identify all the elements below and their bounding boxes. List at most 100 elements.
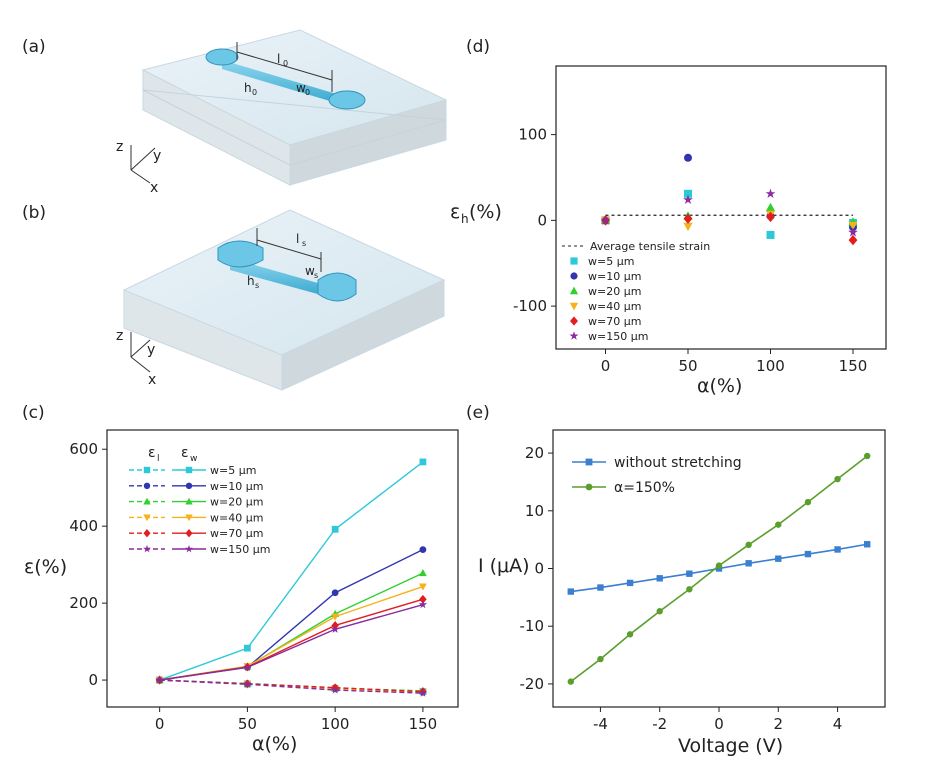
- eps-l-line: [159, 679, 423, 693]
- ylabel-d: ε: [450, 201, 460, 223]
- legend-d: Average tensile strain w=5 μm w=10 μm w=20 …: [562, 240, 710, 343]
- eps-w-point: [155, 675, 164, 684]
- legend-marker: [585, 458, 593, 466]
- pad-left-b: [217, 240, 264, 268]
- x-tick-label: 0: [601, 357, 611, 375]
- legend-marker: [185, 529, 193, 538]
- eps-l-point: [243, 679, 252, 688]
- x-tick-label: 50: [238, 715, 257, 733]
- legend-marker: [185, 497, 193, 505]
- legend-marker: [570, 316, 578, 326]
- data-point: [775, 521, 782, 528]
- ylabel-c: ε(%): [24, 556, 67, 578]
- legend-header-eps-w: ε: [181, 445, 189, 461]
- data-point: [684, 153, 692, 162]
- pad-right-a: [328, 90, 366, 110]
- legend-marker: [185, 544, 193, 553]
- data-point: [686, 570, 693, 577]
- eps-w-point: [331, 589, 339, 597]
- y-tick-label: 0: [88, 671, 98, 689]
- legend-c: ε l ε ww=5 μmw=10 μmw=20 μmw=40 μmw=70 μmw=…: [129, 445, 270, 556]
- data-point: [745, 560, 752, 567]
- eps-w-point: [418, 583, 427, 591]
- pad-right-b: [317, 272, 357, 302]
- y-tick-label: 400: [69, 517, 98, 535]
- dim-h-sub-b: s: [255, 281, 259, 290]
- legend-label: w=10 μm: [588, 270, 641, 283]
- legend-label: w=20 μm: [588, 285, 641, 298]
- substrate-side: [281, 279, 445, 391]
- ticks-d: 0 50 100 150 100 0 -100: [513, 126, 867, 375]
- dim-l-a: l: [277, 52, 280, 66]
- x-tick-label: 150: [409, 715, 438, 733]
- dim-w-sub-a: 0: [305, 88, 310, 97]
- legend-marker: [143, 482, 151, 489]
- x-tick-label: 0: [714, 715, 724, 733]
- plot-frame-d: [555, 65, 887, 350]
- panel-label-c: (c): [22, 403, 45, 423]
- legend-label: w=5 μm: [210, 464, 256, 477]
- legend-label: w=150 μm: [588, 330, 648, 343]
- ylabel-suffix-d: (%): [469, 201, 502, 223]
- legend-marker: [185, 482, 193, 489]
- legend-label: w=20 μm: [210, 496, 263, 509]
- data-point: [626, 579, 634, 587]
- legend-marker: [569, 286, 579, 295]
- y-tick-label: 100: [518, 126, 547, 144]
- data-point: [686, 586, 693, 593]
- xlabel-c: α(%): [252, 733, 297, 755]
- x-tick-label: 4: [833, 715, 843, 733]
- x-tick-label: 0: [155, 715, 165, 733]
- substrate-layer-line: [142, 89, 447, 166]
- panel-label-e: (e): [466, 403, 490, 423]
- y-tick-label: 200: [69, 594, 98, 612]
- legend-label: without stretching: [614, 455, 742, 471]
- series-d: [600, 153, 858, 246]
- panel-label-d: (d): [466, 37, 490, 57]
- plot-frame-c: [106, 429, 459, 708]
- eps-w-point: [419, 594, 427, 604]
- y-tick-label: 0: [537, 211, 547, 229]
- data-point: [834, 546, 841, 553]
- legend-label: w=40 μm: [588, 300, 641, 313]
- eps-w-line: [159, 549, 424, 681]
- y-tick-label: 20: [525, 444, 544, 462]
- legend-marker: [143, 466, 151, 474]
- eps-w-point: [419, 546, 427, 554]
- data-point: [864, 541, 871, 548]
- legend-marker: [143, 529, 151, 538]
- x-tick-label: 100: [321, 715, 350, 733]
- axis-y-a: y: [153, 148, 161, 164]
- legend-marker: [569, 302, 579, 311]
- eps-w-line: [159, 603, 424, 681]
- legend-marker: [585, 483, 593, 491]
- y-tick-label: -20: [520, 675, 545, 693]
- eps-l-point: [330, 685, 340, 694]
- data-point: [765, 202, 776, 212]
- y-tick-label: -10: [520, 617, 545, 635]
- data-point: [745, 541, 752, 549]
- legend-label: w=10 μm: [210, 480, 263, 493]
- eps-w-point: [243, 663, 252, 671]
- eps-w-point: [330, 624, 340, 633]
- data-point: [864, 452, 871, 460]
- x-tick-label: 50: [678, 357, 697, 375]
- legend-e: without stretching α=150%: [572, 455, 742, 496]
- legend-label: w=5 μm: [588, 255, 634, 268]
- data-point: [597, 584, 604, 591]
- axis-z-b: z: [116, 328, 123, 344]
- data-point: [766, 230, 775, 239]
- legend-label: w=70 μm: [588, 315, 641, 328]
- x-tick-label: 150: [839, 357, 868, 375]
- schematic-a: l 0 w 0 h 0 z y x: [116, 29, 448, 196]
- legend-header-eps-l: ε: [148, 445, 156, 461]
- eps-l-line: [159, 679, 423, 694]
- data-point: [567, 588, 574, 595]
- dim-l-sub-b: s: [302, 239, 306, 248]
- axis-z-a: z: [116, 139, 123, 155]
- data-point: [715, 562, 723, 569]
- data-point: [848, 234, 858, 246]
- y-tick-label: 0: [534, 560, 544, 578]
